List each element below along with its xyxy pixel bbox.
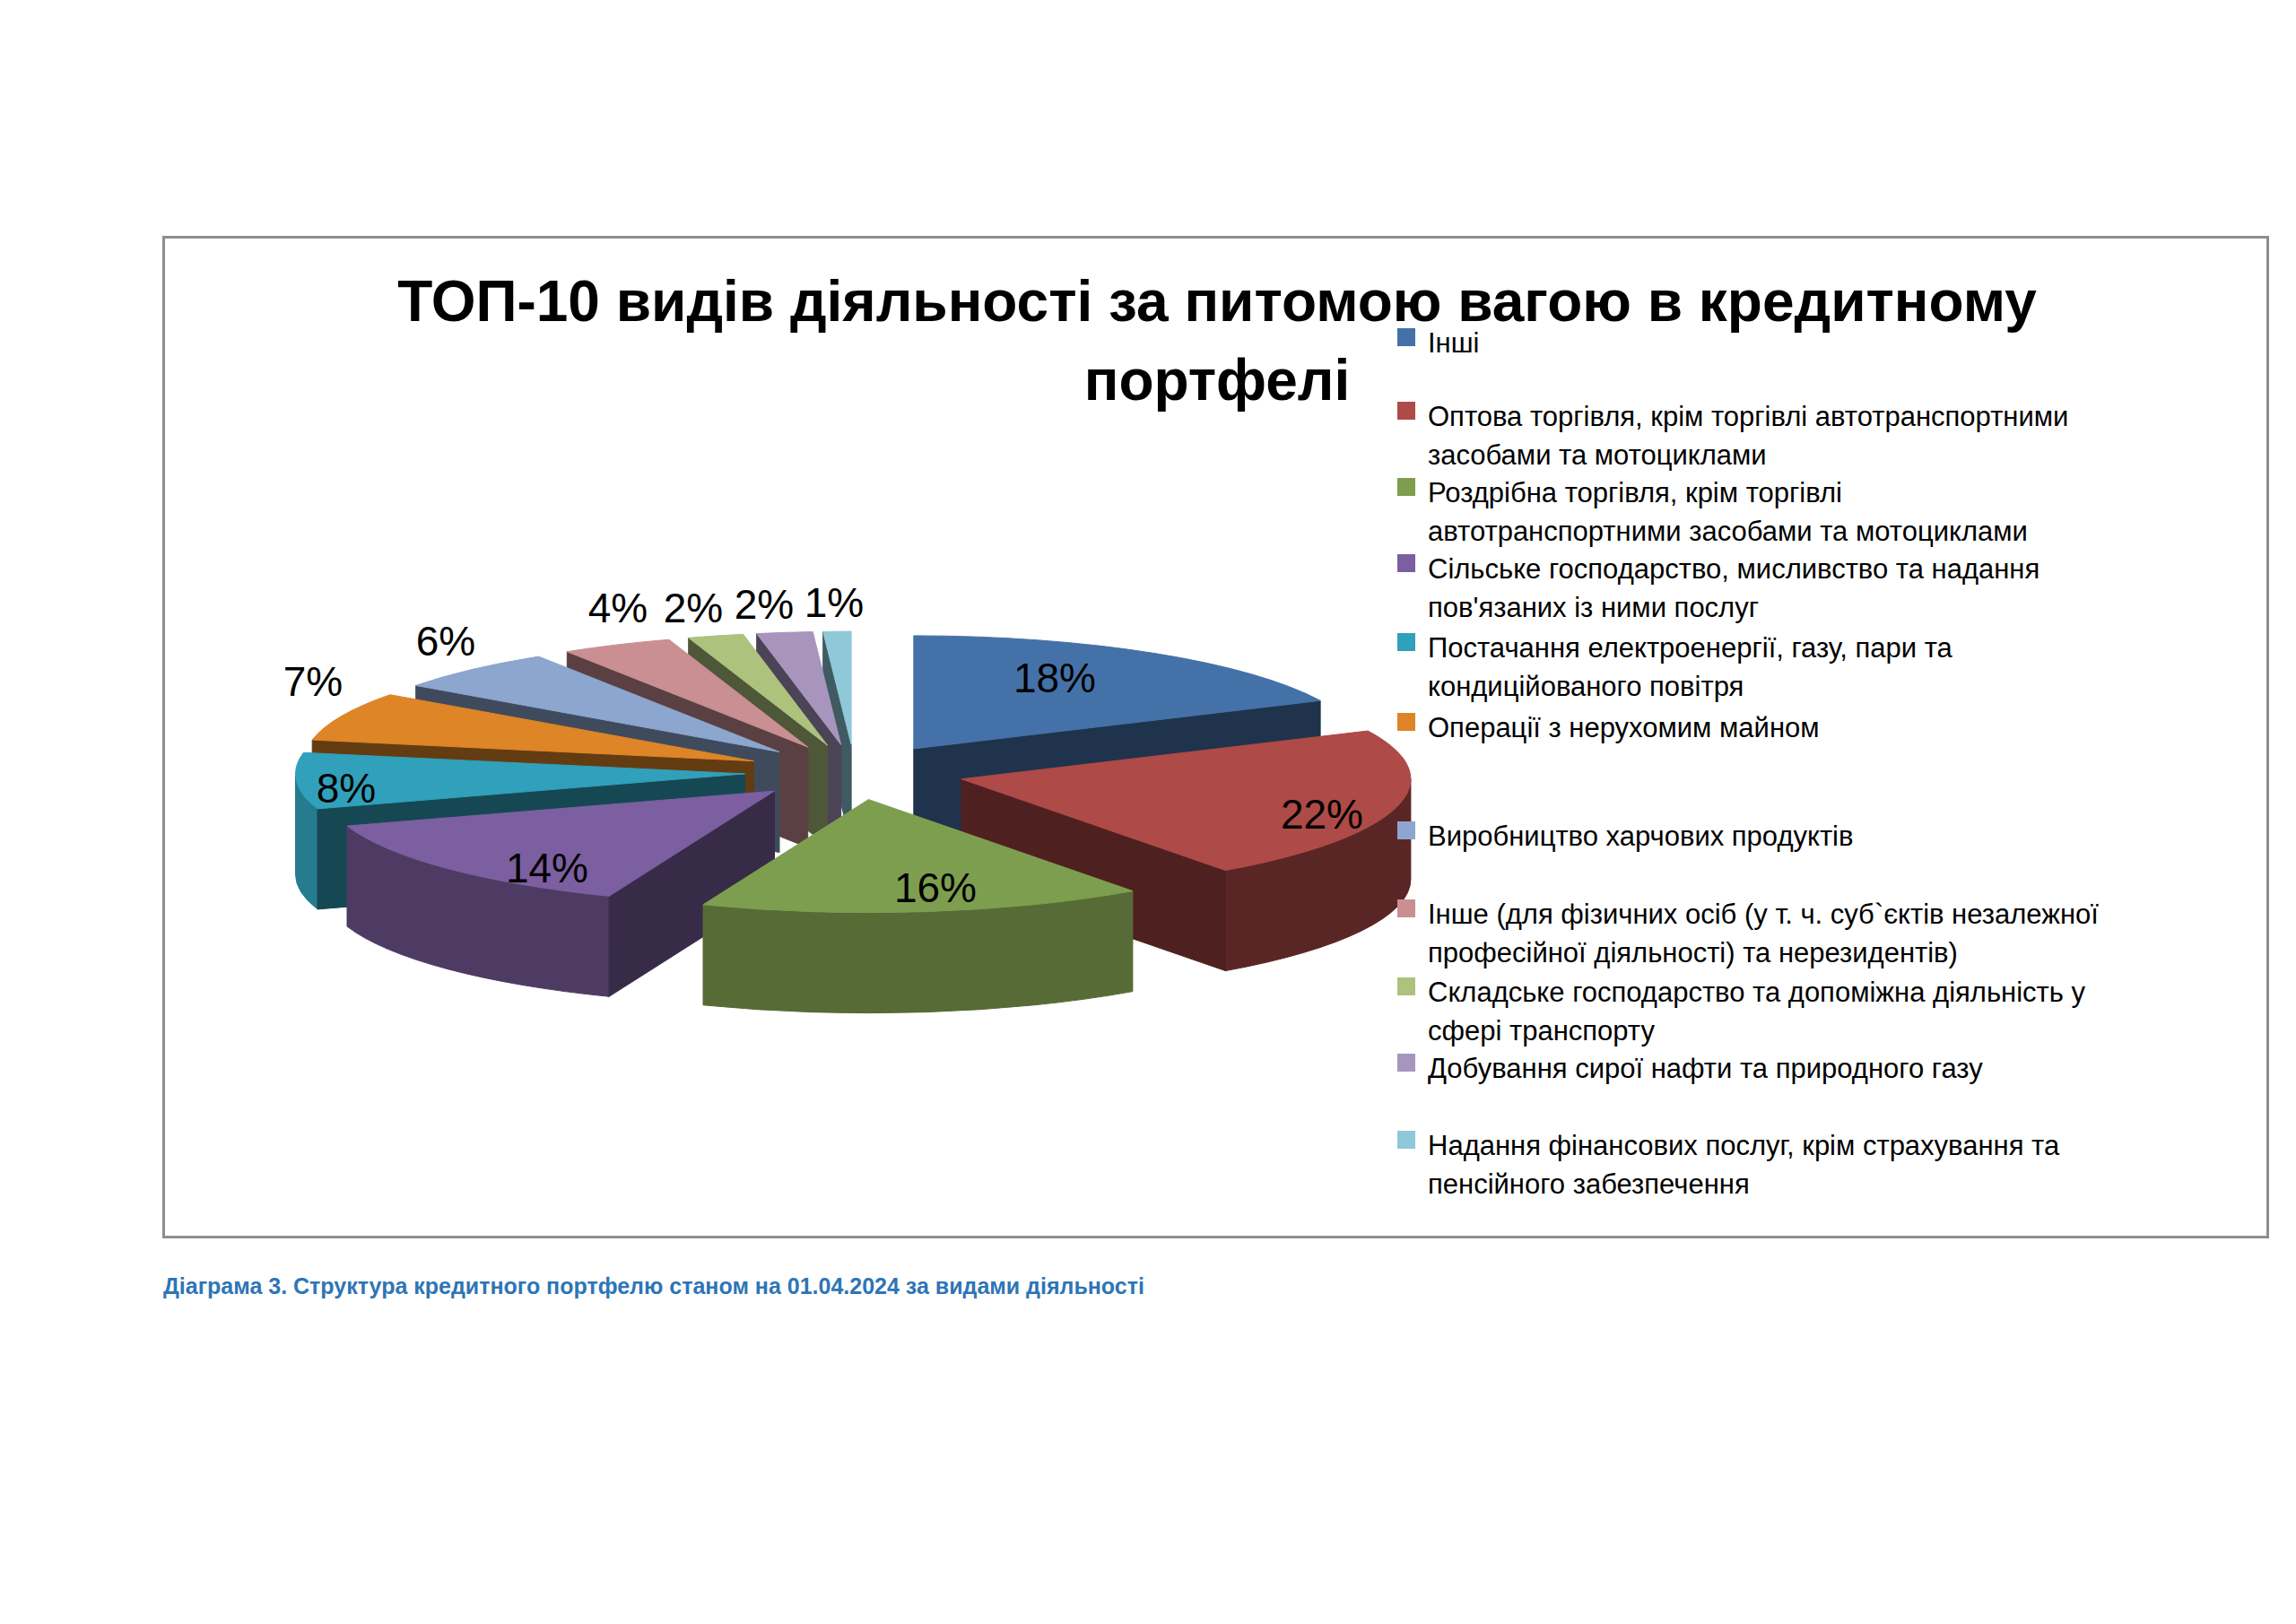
- pie-chart-3d: 18%22%16%14%8%7%6%4%2%2%1%: [0, 0, 2296, 1624]
- page: ТОП-10 видів діяльності за питомою вагою…: [0, 0, 2296, 1624]
- percent-label: 4%: [588, 585, 648, 631]
- percent-label: 6%: [416, 618, 475, 664]
- percent-label: 16%: [894, 864, 977, 911]
- percent-label: 1%: [804, 579, 864, 626]
- percent-label: 2%: [735, 581, 794, 628]
- percent-label: 2%: [664, 585, 723, 631]
- percent-label: 14%: [506, 845, 588, 891]
- percent-label: 22%: [1281, 791, 1363, 838]
- figure-caption: Діаграма 3. Структура кредитного портфел…: [163, 1273, 1144, 1299]
- percent-label: 7%: [283, 658, 343, 705]
- percent-label: 18%: [1013, 655, 1096, 701]
- percent-label: 8%: [317, 765, 376, 812]
